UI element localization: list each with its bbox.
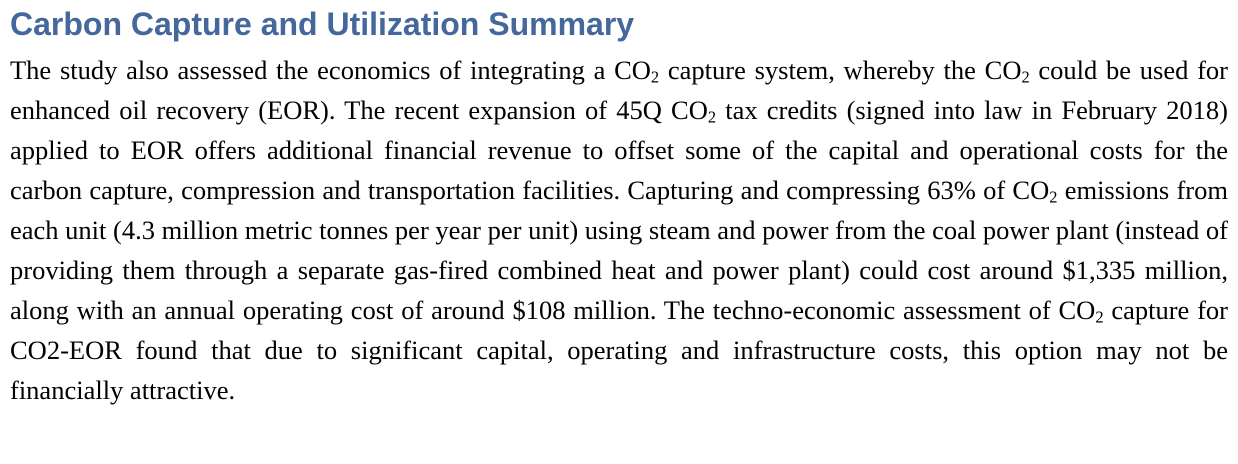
section-heading: Carbon Capture and Utilization Summary (10, 6, 635, 42)
paragraph-text-run: The study also assessed the economics of… (10, 55, 651, 85)
paragraph-text-run: capture system, whereby the CO (659, 55, 1022, 85)
subscript-digit: 2 (1095, 307, 1104, 327)
subscript-digit: 2 (707, 107, 717, 127)
body-paragraph: The study also assessed the economics of… (10, 50, 1228, 410)
subscript-digit: 2 (1049, 187, 1058, 207)
subscript-digit: 2 (650, 67, 660, 87)
paragraph-text-run: could be used for enhanced oil recovery … (10, 55, 1228, 125)
paragraph-text-run: tax credits (signed into law in February… (10, 95, 1229, 205)
paragraph-text-run: capture for CO2-EOR found that due to si… (10, 295, 1229, 405)
paragraph-text-run: emissions from each unit (4.3 million me… (10, 175, 1228, 325)
subscript-digit: 2 (1021, 67, 1030, 87)
